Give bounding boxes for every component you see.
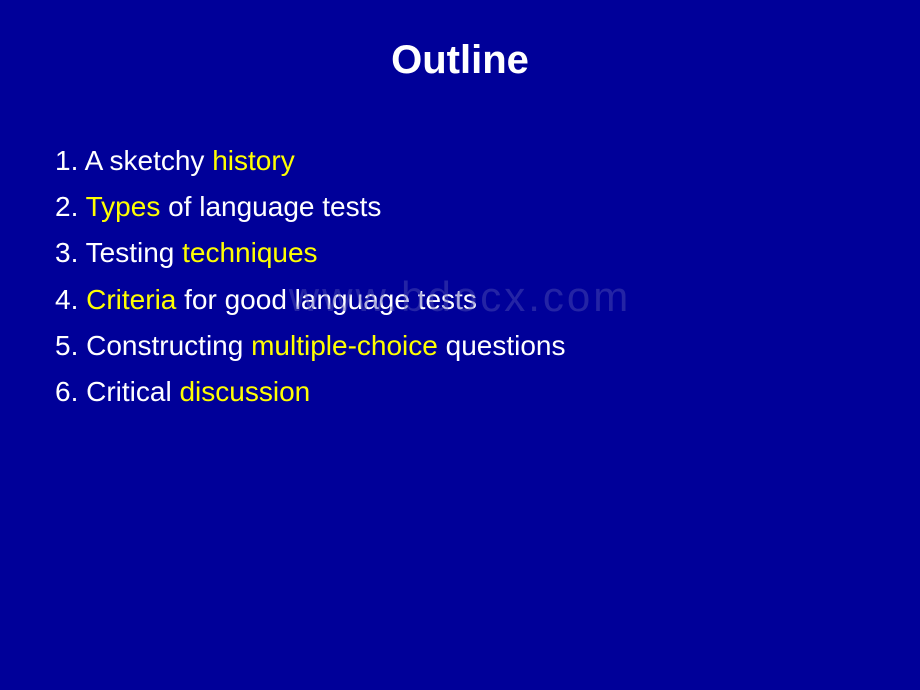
highlighted-text: multiple-choice <box>251 330 438 361</box>
highlighted-text: Types <box>86 191 161 222</box>
item-text: Constructing <box>86 330 251 361</box>
item-text: Testing <box>86 237 183 268</box>
item-number: 3. <box>55 237 86 268</box>
item-text: for good language tests <box>176 284 476 315</box>
slide-title: Outline <box>0 0 920 138</box>
list-item: 3. Testing techniques <box>55 230 920 276</box>
item-text: questions <box>438 330 566 361</box>
item-number: 6. <box>55 376 86 407</box>
list-item: 4. Criteria for good language tests <box>55 277 920 323</box>
item-text: Critical <box>86 376 179 407</box>
highlighted-text: Criteria <box>86 284 176 315</box>
highlighted-text: techniques <box>182 237 317 268</box>
list-item: 2. Types of language tests <box>55 184 920 230</box>
highlighted-text: history <box>212 145 294 176</box>
item-text: A sketchy <box>85 145 213 176</box>
item-number: 1. <box>55 145 85 176</box>
item-number: 2. <box>55 191 86 222</box>
item-number: 4. <box>55 284 86 315</box>
list-item: 1. A sketchy history <box>55 138 920 184</box>
outline-list: 1. A sketchy history 2. Types of languag… <box>0 138 920 415</box>
list-item: 5. Constructing multiple-choice question… <box>55 323 920 369</box>
list-item: 6. Critical discussion <box>55 369 920 415</box>
highlighted-text: discussion <box>179 376 310 407</box>
item-text: of language tests <box>160 191 381 222</box>
item-number: 5. <box>55 330 86 361</box>
